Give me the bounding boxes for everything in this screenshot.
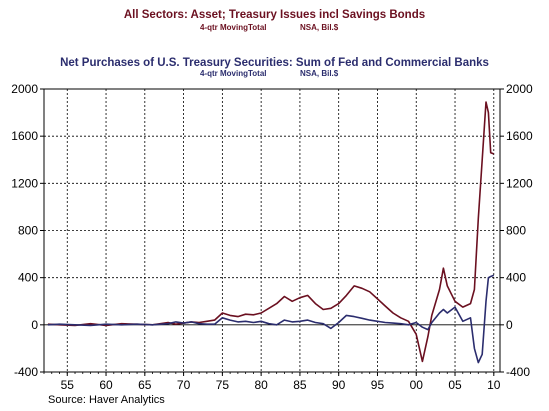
x-tick-label: 05 <box>448 378 462 392</box>
series-layer <box>47 101 495 364</box>
y-tick-label-right: 400 <box>506 271 526 285</box>
series-1-line <box>47 101 495 363</box>
y-tick-label-left: 800 <box>18 224 38 238</box>
y-tick-label-left: -400 <box>14 365 38 379</box>
x-tick-label: 85 <box>293 378 307 392</box>
y-tick-label-left: 1600 <box>11 129 38 143</box>
grid-layer <box>44 89 500 372</box>
x-tick-label: 95 <box>371 378 385 392</box>
y-tick-label-left: 400 <box>18 271 38 285</box>
y-tick-label-left: 1200 <box>11 176 38 190</box>
x-tick-label: 90 <box>332 378 346 392</box>
x-tick-label: 70 <box>177 378 191 392</box>
y-tick-label-left: 2000 <box>11 82 38 96</box>
chart-subtitle-2-left: 4-qtr MovingTotal <box>200 69 267 78</box>
x-tick-label: 65 <box>138 378 152 392</box>
y-tick-label-right: 1200 <box>506 176 533 190</box>
chart-subtitle-1-left: 4-qtr MovingTotal <box>200 23 267 32</box>
y-tick-label-right: 800 <box>506 224 526 238</box>
series-2-line <box>47 274 495 364</box>
y-tick-label-right: 1600 <box>506 129 533 143</box>
y-tick-label-right: 2000 <box>506 82 533 96</box>
chart-subtitle-1-right: NSA, Bil.$ <box>300 23 339 32</box>
y-tick-label-right: 0 <box>506 318 513 332</box>
x-tick-label: 10 <box>487 378 501 392</box>
chart-subtitle-2-right: NSA, Bil.$ <box>300 69 339 78</box>
source-note: Source: Haver Analytics <box>48 394 165 406</box>
chart-title-1: All Sectors: Asset; Treasury Issues incl… <box>123 9 426 21</box>
x-tick-label: 80 <box>254 378 268 392</box>
y-tick-label-right: -400 <box>506 365 530 379</box>
y-tick-label-left: 0 <box>31 318 38 332</box>
x-tick-label: 55 <box>61 378 75 392</box>
x-tick-label: 75 <box>216 378 230 392</box>
x-tick-label: 60 <box>99 378 113 392</box>
x-tick-label: 00 <box>410 378 424 392</box>
chart-title-2: Net Purchases of U.S. Treasury Securitie… <box>60 57 489 69</box>
